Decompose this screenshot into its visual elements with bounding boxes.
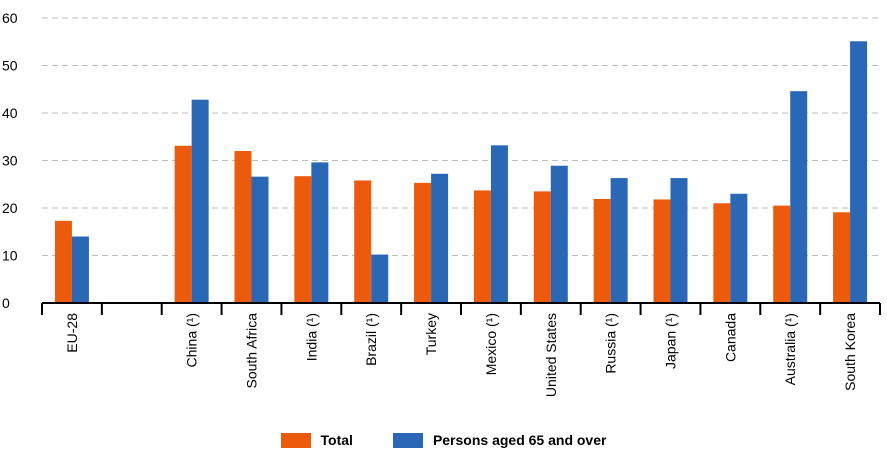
x-axis-tick-labels: EU-28 China (¹) South Africa India (¹) Brazi… <box>64 313 858 397</box>
legend-swatch-total <box>280 432 311 448</box>
bar-total <box>833 212 851 303</box>
legend-label-65-and-over: Persons aged 65 and over <box>432 432 607 448</box>
bar-total <box>414 182 432 303</box>
bar-aged-65-and-over <box>431 173 449 303</box>
x-axis <box>41 302 881 315</box>
bar-aged-65-and-over <box>71 236 89 303</box>
bar-aged-65-and-over <box>610 178 628 303</box>
y-tick-label: 0 <box>2 295 10 311</box>
bar-aged-65-and-over <box>251 176 269 303</box>
bar-total <box>54 220 72 303</box>
bar-aged-65-and-over <box>550 165 568 303</box>
x-tick-label: India (¹) <box>303 313 319 361</box>
x-tick-label: Brazil (¹) <box>363 313 379 366</box>
bar-total <box>473 190 491 303</box>
x-tick-label: United States <box>543 313 559 397</box>
bar-total <box>533 191 551 303</box>
gridlines <box>42 17 880 256</box>
y-tick-label: 10 <box>2 248 18 264</box>
bar-aged-65-and-over <box>490 145 508 303</box>
legend-item-total: Total <box>280 432 353 448</box>
legend-label-total: Total <box>320 432 353 448</box>
x-tick-label: EU-28 <box>64 313 80 353</box>
bar-aged-65-and-over <box>790 91 808 304</box>
bar-total <box>174 145 192 303</box>
legend-item-65-and-over: Persons aged 65 and over <box>392 432 607 448</box>
bar-aged-65-and-over <box>191 99 209 303</box>
bar-aged-65-and-over <box>311 162 329 303</box>
bar-total <box>234 151 252 303</box>
bar-total <box>294 176 312 303</box>
bar-chart: 0 10 20 30 40 50 60 EU-28 China (¹) South Africa… <box>2 10 881 397</box>
y-tick-label: 20 <box>2 200 18 216</box>
x-tick-label: China (¹) <box>184 313 200 367</box>
bar-total <box>354 180 372 303</box>
x-tick-label: Turkey <box>423 313 439 355</box>
bar-aged-65-and-over <box>850 41 868 304</box>
bar-aged-65-and-over <box>730 193 748 303</box>
legend: Total Persons aged 65 and over <box>0 430 887 450</box>
x-tick-label: South Africa <box>244 313 260 389</box>
x-tick-label: South Korea <box>842 313 858 391</box>
y-tick-label: 50 <box>2 58 18 74</box>
bars <box>54 41 868 304</box>
y-axis-tick-labels: 0 10 20 30 40 50 60 <box>2 10 18 311</box>
y-tick-label: 30 <box>2 153 18 169</box>
bar-total <box>713 203 731 303</box>
bar-aged-65-and-over <box>670 178 688 303</box>
x-tick-label: Mexico (¹) <box>483 313 499 375</box>
bar-aged-65-and-over <box>371 254 389 303</box>
bar-total <box>773 205 791 303</box>
y-tick-label: 60 <box>2 10 18 26</box>
bar-total <box>653 199 671 303</box>
y-tick-label: 40 <box>2 105 18 121</box>
x-tick-label: Canada <box>722 313 738 362</box>
bar-total <box>593 198 611 303</box>
x-tick-label: Japan (¹) <box>663 313 679 369</box>
x-tick-label: Australia (¹) <box>782 313 798 385</box>
legend-swatch-65-and-over <box>392 432 423 448</box>
x-tick-label: Russia (¹) <box>603 313 619 374</box>
